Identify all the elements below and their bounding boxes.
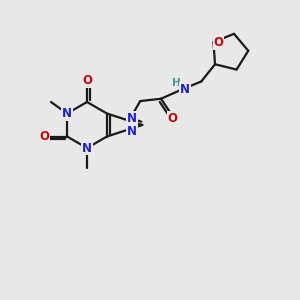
Text: O: O [214,36,224,49]
Text: N: N [62,107,72,120]
Text: O: O [40,130,50,143]
Text: H: H [172,78,181,88]
Text: N: N [127,112,137,125]
Text: O: O [82,74,92,87]
Text: N: N [82,142,92,154]
Text: N: N [180,83,190,96]
Text: O: O [167,112,178,124]
Text: N: N [127,125,137,138]
